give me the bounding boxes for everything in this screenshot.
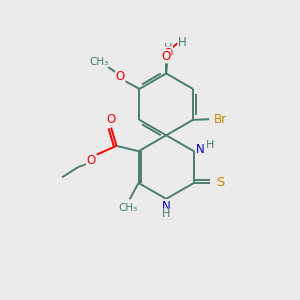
Text: O: O [163, 47, 172, 60]
Text: N: N [196, 143, 205, 156]
Text: H: H [162, 209, 170, 219]
Text: CH₃: CH₃ [89, 57, 108, 67]
Text: CH₃: CH₃ [118, 203, 138, 213]
Text: Br: Br [214, 113, 226, 126]
Text: O: O [162, 50, 171, 63]
Text: N: N [162, 200, 171, 213]
Text: O: O [106, 113, 116, 126]
Text: O: O [116, 70, 125, 83]
Text: H: H [164, 43, 172, 52]
Text: O: O [86, 154, 96, 166]
Text: H: H [178, 36, 187, 49]
Text: H: H [206, 140, 214, 150]
Text: S: S [216, 176, 224, 190]
